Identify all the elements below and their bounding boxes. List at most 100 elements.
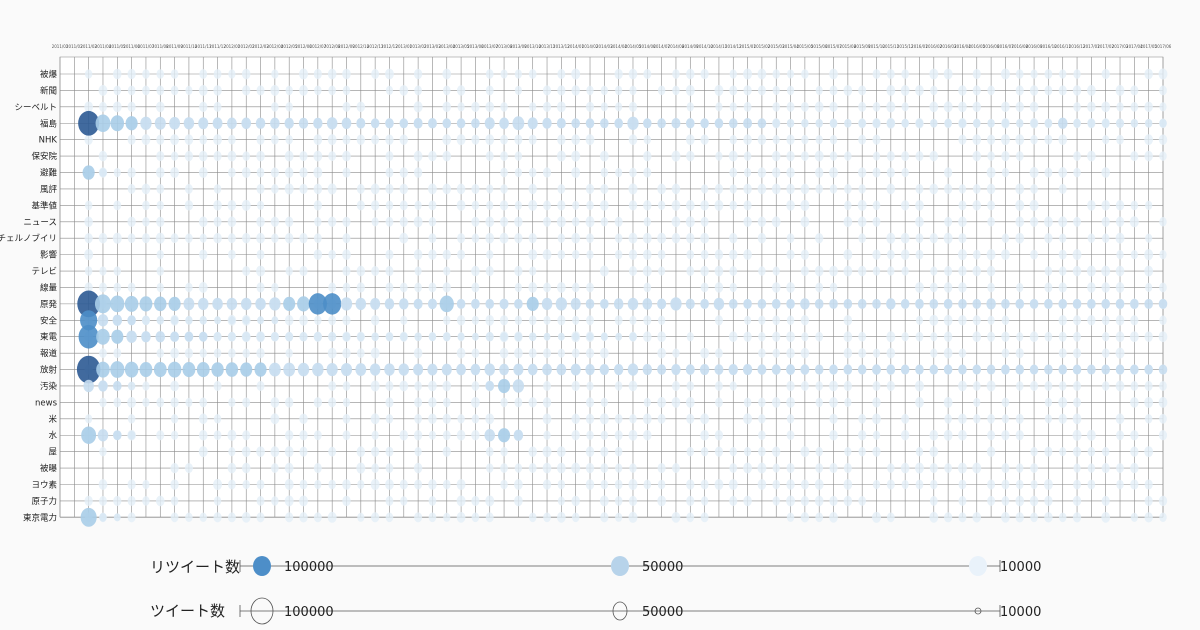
bubble-faint: [227, 512, 236, 523]
bubble-faint: [256, 200, 265, 210]
bubble-faint: [112, 232, 122, 244]
bubble: [1016, 118, 1024, 128]
bubble: [283, 296, 296, 312]
bubble-faint: [285, 85, 293, 96]
bubble-faint: [471, 430, 480, 441]
bubble-faint: [1144, 134, 1154, 146]
bubble-faint: [643, 282, 652, 293]
column-label: 2012/04: [267, 44, 284, 49]
bubble: [227, 331, 236, 342]
bubble-faint: [500, 463, 508, 473]
bubble: [299, 331, 308, 342]
bubble-faint: [241, 446, 251, 457]
bubble-faint: [586, 381, 594, 391]
bubble-faint: [586, 85, 594, 96]
bubble-faint: [686, 266, 695, 276]
bubble-faint: [471, 381, 480, 391]
bubble: [743, 298, 752, 309]
bubble-faint: [585, 348, 595, 359]
bubble-faint: [84, 282, 93, 293]
bubble-faint: [972, 315, 981, 326]
bubble-faint: [700, 446, 709, 457]
bubble: [110, 361, 125, 378]
bubble-faint: [786, 347, 795, 359]
bubble-faint: [514, 397, 523, 408]
bubble: [843, 298, 853, 309]
bubble-faint: [1015, 348, 1024, 359]
bubble-faint: [328, 151, 337, 161]
bubble-faint: [1001, 414, 1010, 424]
bubble-faint: [385, 85, 394, 96]
bubble-faint: [213, 151, 222, 162]
bubble-faint: [1058, 315, 1067, 326]
bubble: [97, 429, 109, 442]
column-label: 2014/01: [567, 44, 584, 49]
column-label: 2013/09: [510, 44, 527, 49]
bubble-faint: [586, 200, 594, 211]
bubble-faint: [113, 348, 122, 359]
bubble-faint: [500, 167, 508, 178]
bubble-faint: [857, 216, 867, 228]
bubble-faint: [356, 265, 366, 277]
column-label: 2014/02: [582, 44, 599, 49]
bubble-faint: [428, 282, 437, 293]
bubble-faint: [370, 413, 380, 425]
bubble-faint: [543, 348, 552, 359]
bubble-faint: [800, 183, 810, 195]
bubble: [82, 165, 95, 180]
bubble: [113, 513, 121, 522]
bubble-faint: [786, 101, 795, 112]
bubble-faint: [1044, 85, 1053, 96]
bubble-faint: [185, 233, 193, 243]
bubble-faint: [557, 85, 566, 96]
bubble-faint: [987, 85, 995, 96]
bubble-faint: [1145, 282, 1153, 293]
bubble-faint: [1015, 151, 1024, 161]
bubble-faint: [486, 463, 494, 473]
bubble-faint: [542, 462, 552, 474]
bubble-faint: [929, 496, 938, 506]
bubble: [728, 118, 738, 129]
bubble-faint: [786, 397, 795, 408]
bubble-faint: [1144, 101, 1153, 113]
bubble-faint: [714, 265, 724, 277]
bubble-faint: [385, 134, 394, 145]
bubble: [915, 364, 924, 375]
bubble-faint: [113, 282, 122, 293]
bubble-faint: [457, 233, 466, 244]
bubble-faint: [600, 167, 609, 178]
column-label: 2014/03: [596, 44, 613, 49]
bubble-faint: [271, 233, 279, 243]
column-label: 2015/01: [739, 44, 756, 49]
bubble-faint: [485, 216, 495, 228]
bubble: [98, 380, 108, 392]
bubble: [801, 118, 809, 128]
bubble-faint: [786, 200, 795, 211]
bubble-faint: [213, 101, 222, 112]
bubble-faint: [714, 479, 724, 490]
bubble-faint: [1101, 216, 1110, 227]
bubble-faint: [442, 68, 452, 80]
column-label: 2014/12: [725, 44, 742, 49]
bubble-faint: [156, 200, 164, 210]
bubble: [728, 298, 738, 309]
bubble-faint: [571, 167, 581, 178]
bubble-faint: [1130, 151, 1139, 162]
bubble: [1044, 118, 1053, 128]
bubble-faint: [815, 85, 823, 95]
bubble-faint: [915, 183, 924, 194]
bubble-faint: [1059, 69, 1067, 79]
bubble: [485, 298, 495, 309]
bubble: [198, 117, 209, 130]
column-label: 2011/04: [95, 44, 112, 49]
bubble: [170, 315, 179, 325]
bubble-faint: [1144, 414, 1153, 424]
bubble-faint: [413, 462, 423, 474]
bubble-faint: [528, 463, 537, 473]
bubble-faint: [357, 512, 365, 522]
bubble-faint: [1115, 413, 1125, 425]
bubble-faint: [328, 446, 337, 457]
bubble-faint: [1072, 249, 1082, 261]
bubble-faint: [557, 282, 566, 293]
bubble-faint: [514, 495, 523, 507]
